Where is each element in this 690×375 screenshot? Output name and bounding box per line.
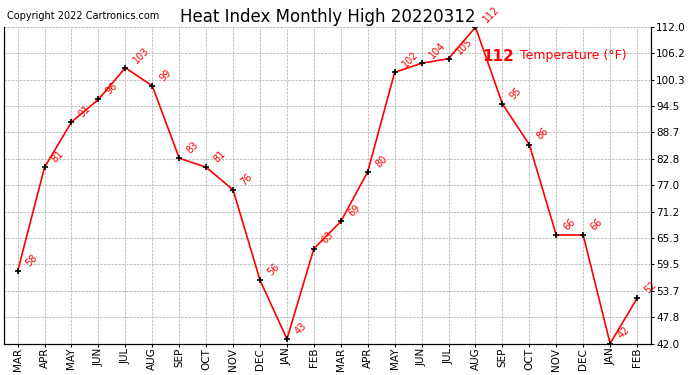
Text: 83: 83 [185, 140, 201, 155]
Text: 112: 112 [481, 4, 501, 24]
Text: 102: 102 [400, 50, 420, 69]
Text: 58: 58 [23, 253, 39, 268]
Text: 66: 66 [589, 216, 604, 232]
Text: 80: 80 [373, 153, 389, 169]
Text: 76: 76 [239, 171, 255, 187]
Text: 56: 56 [266, 262, 282, 278]
Text: 63: 63 [319, 230, 335, 246]
Text: 96: 96 [104, 81, 120, 97]
Text: 42: 42 [615, 325, 631, 341]
Text: 52: 52 [642, 280, 658, 296]
Text: 81: 81 [50, 149, 66, 165]
Text: 86: 86 [535, 126, 551, 142]
Text: 103: 103 [131, 45, 151, 65]
Text: Copyright 2022 Cartronics.com: Copyright 2022 Cartronics.com [7, 11, 159, 21]
Text: 91: 91 [77, 104, 92, 119]
Text: 81: 81 [212, 149, 228, 165]
Text: 105: 105 [454, 36, 474, 56]
Text: Temperature (°F): Temperature (°F) [511, 49, 627, 62]
Text: 99: 99 [158, 68, 174, 83]
Text: 66: 66 [562, 216, 578, 232]
Text: 69: 69 [346, 203, 362, 219]
Text: 104: 104 [427, 40, 447, 60]
Title: Heat Index Monthly High 20220312: Heat Index Monthly High 20220312 [179, 8, 475, 26]
Text: 43: 43 [293, 321, 308, 336]
Text: 95: 95 [508, 86, 524, 101]
Text: 112: 112 [482, 49, 514, 64]
